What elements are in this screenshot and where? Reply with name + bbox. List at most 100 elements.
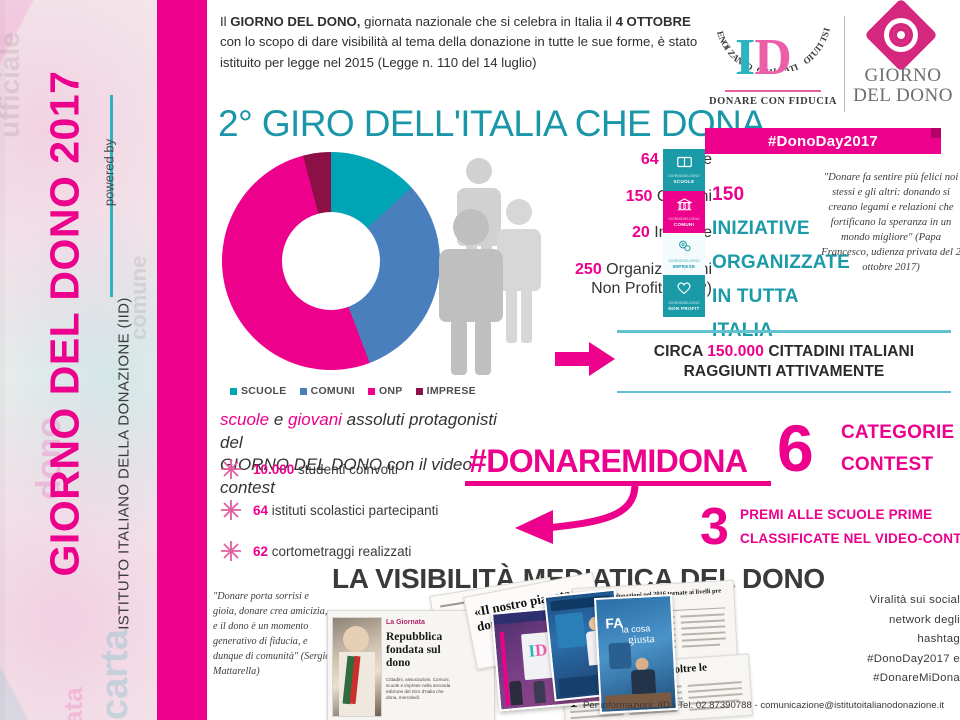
viral-line2: network degli — [888, 613, 960, 626]
sg-mid: e — [269, 410, 289, 429]
mattarella-attribution: (Sergio Mattarella) — [213, 651, 331, 678]
iid-letter-d: D — [754, 29, 792, 86]
viral-line3: hashtag — [917, 633, 960, 646]
bullet-label: 62 cortometraggi realizzati — [253, 544, 411, 559]
bullet-number: 62 — [253, 543, 269, 559]
people-icon — [439, 158, 541, 375]
intro-bold-title: GIORNO DEL DONO, — [230, 14, 361, 29]
mattarella-text: "Donare porta sorrisi e gioia, donare cr… — [213, 591, 328, 663]
legend-item-scuole: SCUOLE — [230, 385, 287, 397]
badge-name-label: COMUNI — [673, 221, 695, 227]
diamond-icon — [864, 0, 938, 72]
viral-line4: #DonoDay2017 e — [867, 652, 960, 665]
donut-chart: SCUOLE COMUNI ONP IMPRESE — [222, 152, 476, 397]
badge-scuole: GIORNODELDONO SCUOLE — [663, 149, 705, 191]
intro-bold-date: 4 OTTOBRE — [615, 14, 691, 29]
asterisk-icon — [220, 458, 242, 480]
badge-name-label: SCUOLE — [673, 179, 695, 184]
premi-label1: PREMI ALLE SCUOLE PRIME — [740, 507, 933, 522]
papa-quote-attribution: (Papa Francesco, udienza privata del 2 o… — [821, 232, 960, 274]
book-icon — [676, 156, 692, 171]
sg-pink2: giovani — [288, 410, 342, 429]
papa-francesco-quote: "Donare fa sentire più felici noi stessi… — [821, 170, 960, 275]
legend-item-imprese: IMPRESE — [415, 385, 476, 397]
bullet-label: 10.000 studenti coinvolti — [253, 462, 398, 477]
bullet-text: istituti scolastici partecipanti — [268, 502, 439, 518]
circa-text: CIRCA 150.000 CITTADINI ITALIANI RAGGIUNT… — [617, 333, 951, 391]
footer-contact: Per informazioni: IID - Tel. 02.87390788… — [582, 700, 944, 711]
legend-swatch — [299, 387, 307, 395]
bullet-text: cortometraggi realizzati — [268, 543, 412, 559]
stat-number: 64 — [640, 151, 659, 168]
giorno-del-dono-logo: GIORNO DEL DONO — [853, 0, 953, 122]
logo-separator — [844, 16, 845, 112]
viral-line5: #DonareMiDona — [873, 672, 960, 685]
donut-hole — [282, 212, 380, 310]
sg-rest: assoluti protagonisti del — [220, 410, 497, 452]
badge-non-profit: GIORNODELDONO NON PROFIT — [663, 275, 705, 317]
badge-top-label: GIORNODELDONO — [668, 301, 700, 305]
badge-name-label: NON PROFIT — [668, 306, 700, 311]
scuole-giovani-heading: scuole e giovani assoluti protagonisti d… — [220, 409, 520, 499]
legend-swatch — [415, 387, 423, 395]
powered-by-label: powered by — [101, 138, 117, 207]
legend-label: ONP — [378, 385, 403, 397]
legend-label: COMUNI — [310, 385, 355, 397]
arrow-right-icon — [555, 342, 615, 376]
title-divider-rule — [110, 95, 113, 297]
premi-label2: CLASSIFICATE NEL VIDEO-CONTEST — [740, 531, 960, 546]
legend-label: SCUOLE — [241, 385, 287, 397]
iid-logo: ISTITUTO ITALIANO DONAZIONE ID DONARE CO… — [703, 6, 843, 122]
chart-legend: SCUOLE COMUNI ONP IMPRESE — [230, 385, 490, 397]
bullet-label: 64 istituti scolastici partecipanti — [253, 503, 438, 518]
legend-label: IMPRESE — [426, 385, 476, 397]
premi-number: 3 — [700, 498, 729, 556]
bullet-item: 62 cortometraggi realizzati — [220, 540, 510, 562]
circa-post: CITTADINI ITALIANI — [763, 342, 915, 360]
hashtag-underline — [465, 481, 771, 486]
heart-icon — [676, 281, 692, 298]
clipping-body: Cittadini, associazioni, Comuni, scuole … — [386, 677, 451, 700]
sg-pink1: scuole — [220, 410, 270, 429]
circa-block: CIRCA 150.000 CITTADINI ITALIANI RAGGIUNT… — [617, 330, 951, 394]
iniziative-word: INIZIATIVE — [712, 218, 810, 239]
poster-vertical-subtitle: powered by ISTITUTO ITALIANO DELLA DONAZ… — [74, 0, 154, 720]
pink-accent-bar — [157, 0, 207, 720]
iniziative-number: 150 — [712, 184, 745, 205]
intro-mid2: con lo scopo di dare visibilità al tema … — [220, 34, 698, 70]
gdd-line2: DEL DONO — [853, 85, 953, 106]
iid-rule — [725, 90, 821, 92]
people-silhouettes — [435, 155, 565, 375]
circa-rule-bottom — [617, 390, 951, 394]
iid-letter-i: I — [735, 29, 755, 86]
curved-arrow-icon — [507, 480, 647, 548]
legend-item-comuni: COMUNI — [299, 385, 355, 397]
clipping-headline: Repubblica fondata sul dono — [386, 631, 443, 669]
left-banner-background: ufficiale carta dono comune giornata — [0, 0, 157, 720]
section-title-giro: 2° GIRO DELL'ITALIA CHE DONA — [218, 103, 766, 144]
gdd-line1: GIORNO — [864, 65, 942, 86]
iid-arc-text: ISTITUTO ITALIANO DONAZIONE — [709, 11, 837, 71]
legend-item-onp: ONP — [367, 385, 403, 397]
logo-row: ISTITUTO ITALIANO DONAZIONE ID DONARE CO… — [703, 0, 953, 122]
hashtag-ribbon: #DonoDay2017 — [705, 128, 941, 154]
bullet-number: 10.000 — [253, 461, 295, 477]
badge-imprese: GIORNODELDONO IMPRESE — [663, 233, 705, 275]
pope-photo — [332, 617, 382, 717]
circa-rule-top — [617, 330, 951, 333]
gears-icon — [677, 239, 692, 256]
clipping-label: La Giornata — [386, 619, 425, 626]
sg-line2: GIORNO DEL DONO con il video-contest — [220, 455, 478, 497]
iniziative-line1: 150 INIZIATIVE — [712, 178, 842, 246]
arc-letter: I — [773, 67, 777, 71]
circa-line2: RAGGIUNTI ATTIVAMENTE — [683, 362, 885, 380]
logo-block: ISTITUTO ITALIANO DONAZIONE ID DONARE CO… — [703, 0, 953, 158]
mattarella-quote: "Donare porta sorrisi e gioia, donare cr… — [213, 589, 331, 680]
badge-top-label: GIORNODELDONO — [668, 259, 700, 263]
asterisk-icon — [220, 499, 242, 521]
viral-line1: Viralità sui social — [869, 594, 960, 606]
asterisk-icon — [220, 540, 242, 562]
stat-number: 150 — [625, 187, 653, 205]
intro-prefix: Il — [220, 14, 231, 29]
